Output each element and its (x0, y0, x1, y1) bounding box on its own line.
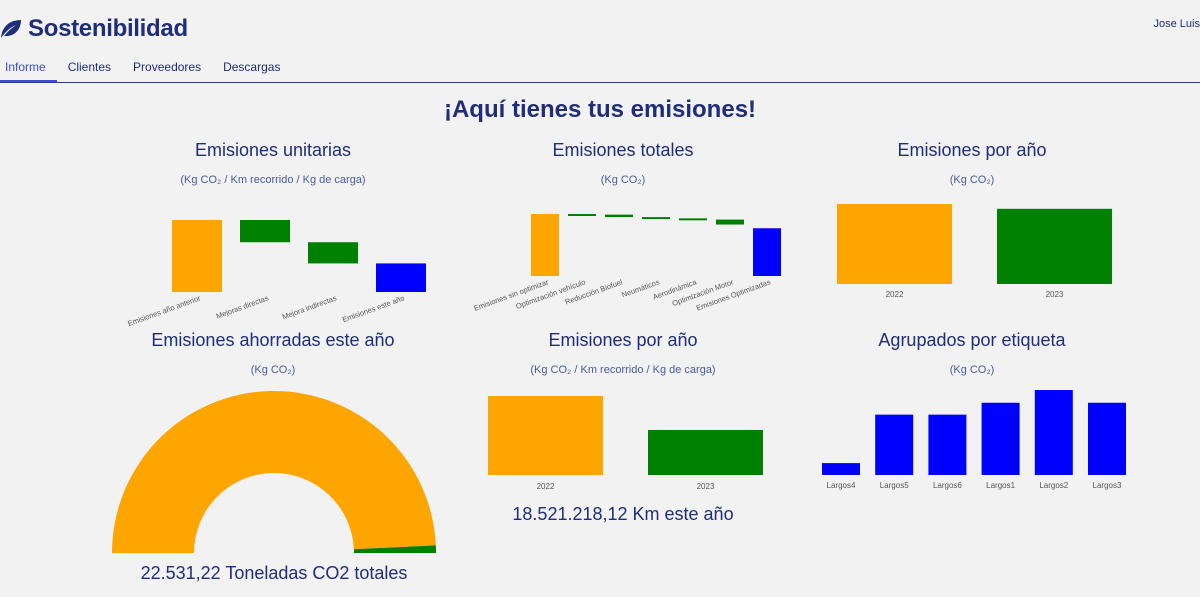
tab-informe[interactable]: Informe (0, 55, 57, 82)
user-name[interactable]: Jose Luis (1153, 18, 1200, 30)
bar-por_ano_bottom-1 (648, 429, 763, 475)
panel-title-totales: Emisiones totales (552, 140, 694, 160)
tick-label-unitarias-3: Emisiones este año (341, 293, 406, 324)
tick-label-etiqueta-0: Largos4 (827, 481, 856, 490)
bar-totales-2 (605, 214, 633, 218)
tick-label-unitarias-1: Mejoras directas (215, 293, 270, 320)
panel-sub-por-ano-top: (Kg CO₂) (949, 174, 995, 186)
nav-tabs: Informe Clientes Proveedores Descargas (0, 55, 1200, 83)
pie-slice-ahorradas-1 (353, 545, 436, 553)
bar-etiqueta-4 (1034, 390, 1073, 475)
pie-slice-ahorradas-0 (112, 391, 436, 553)
tick-label-etiqueta-2: Largos6 (933, 481, 962, 490)
page-title: ¡Aquí tienes tus emisiones! (443, 96, 757, 123)
bar-unitarias-3 (376, 263, 426, 292)
bar-unitarias-2 (308, 242, 358, 264)
bar-por_ano_top-1 (997, 208, 1112, 284)
bar-etiqueta-1 (875, 414, 914, 475)
tick-label-unitarias-0: Emisiones año anterior (127, 293, 203, 328)
tick-label-etiqueta-5: Largos3 (1093, 481, 1122, 490)
panel-title-por-ano-bottom: Emisiones por año (548, 330, 698, 350)
chart-agrupados-etiqueta: Largos4 Largos5 Largos6 Largos1 Largos2 Largo… (822, 390, 1126, 490)
tick-label-etiqueta-3: Largos1 (986, 481, 1015, 490)
brand[interactable]: Sostenibilidad (0, 14, 188, 44)
app-title: Sostenibilidad (28, 15, 188, 42)
chart-emisiones-ahorradas (112, 391, 436, 553)
panel-sub-totales: (Kg CO₂) (600, 174, 646, 186)
bar-unitarias-1 (240, 220, 290, 243)
tick-label-por_ano_top-0: 2022 (886, 290, 904, 299)
bar-por_ano_top-0 (837, 204, 952, 284)
bar-totales-3 (642, 217, 670, 220)
leaf-icon (1, 20, 21, 38)
bar-totales-1 (568, 214, 596, 216)
tick-label-por_ano_bottom-1: 2023 (697, 482, 715, 491)
bar-unitarias-0 (172, 220, 222, 292)
panel-title-ahorradas: Emisiones ahorradas este año (151, 330, 395, 350)
chart-emisiones-unitarias: Emisiones año anterior Mejoras directas Me… (127, 220, 426, 328)
panel-title-etiqueta: Agrupados por etiqueta (878, 330, 1066, 350)
panel-title-unitarias: Emisiones unitarias (194, 140, 352, 160)
panel-sub-ahorradas: (Kg CO₂) (250, 364, 296, 376)
panel-sub-por-ano-bottom: (Kg CO₂ / Km recorrido / Kg de carga) (530, 364, 716, 376)
bar-etiqueta-2 (928, 414, 967, 475)
tick-label-etiqueta-4: Largos2 (1039, 481, 1068, 490)
chart-emisiones-por-ano-bottom: 2022 2023 (488, 396, 763, 491)
tick-label-por_ano_top-1: 2023 (1046, 290, 1064, 299)
bar-etiqueta-5 (1088, 402, 1126, 475)
bar-totales-4 (679, 218, 707, 221)
panel-sub-etiqueta: (Kg CO₂) (949, 364, 995, 376)
tick-label-por_ano_bottom-0: 2022 (537, 482, 555, 491)
stat-km: 18.521.218,12 Km este año (512, 504, 734, 524)
panel-sub-unitarias: (Kg CO₂ / Km recorrido / Kg de carga) (180, 174, 366, 186)
bar-etiqueta-0 (822, 463, 860, 475)
tick-label-unitarias-2: Mejora indirectas (281, 293, 338, 321)
stat-toneladas: 22.531,22 Toneladas CO2 totales (140, 563, 408, 583)
tick-label-etiqueta-1: Largos5 (880, 481, 909, 490)
bar-totales-0 (531, 214, 559, 276)
chart-emisiones-por-ano-top: 2022 2023 (837, 204, 1112, 299)
tab-clientes[interactable]: Clientes (67, 60, 112, 74)
bar-totales-5 (716, 219, 744, 225)
panel-title-por-ano-top: Emisiones por año (897, 140, 1047, 160)
bar-totales-6 (753, 228, 781, 276)
tab-descargas[interactable]: Descargas (223, 60, 281, 74)
tab-proveedores[interactable]: Proveedores (133, 60, 202, 74)
bar-etiqueta-3 (981, 402, 1020, 475)
bar-por_ano_bottom-0 (488, 396, 603, 475)
